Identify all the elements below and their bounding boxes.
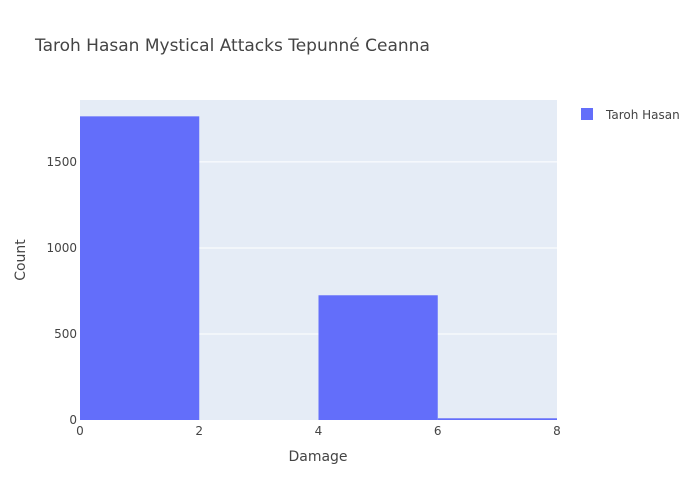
x-tick-label-1: 2 <box>195 424 203 438</box>
legend-label[interactable]: Taroh Hasan <box>605 108 680 122</box>
y-tick-label-0: 0 <box>69 413 77 427</box>
x-tick-label-0: 0 <box>76 424 84 438</box>
chart-title: Taroh Hasan Mystical Attacks Tepunné Cea… <box>34 36 430 56</box>
legend[interactable]: Taroh Hasan <box>581 108 680 122</box>
x-tick-labels: 0 2 4 6 8 <box>76 424 561 438</box>
legend-swatch[interactable] <box>581 108 593 120</box>
x-tick-label-3: 6 <box>434 424 442 438</box>
y-axis-title: Count <box>13 239 29 281</box>
y-tick-label-1: 500 <box>54 327 77 341</box>
bars <box>80 116 557 420</box>
x-tick-label-4: 8 <box>553 424 561 438</box>
bar-0[interactable] <box>80 116 200 420</box>
x-axis-title: Damage <box>288 449 347 465</box>
bar-3[interactable] <box>437 418 557 420</box>
x-tick-label-2: 4 <box>315 424 323 438</box>
y-tick-label-2: 1000 <box>46 241 77 255</box>
bar-2[interactable] <box>318 295 438 420</box>
y-tick-label-3: 1500 <box>46 155 77 169</box>
y-tick-labels: 0 500 1000 1500 <box>46 155 77 427</box>
